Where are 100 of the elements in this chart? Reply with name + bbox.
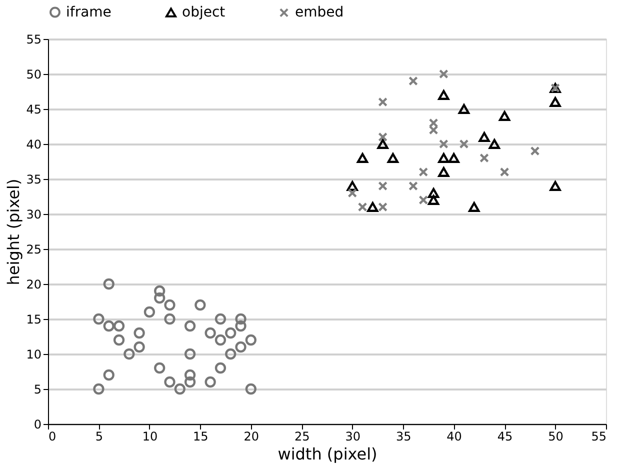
y-tick-label: 0 (34, 418, 42, 432)
point (184, 376, 196, 388)
x-tick-label: 0 (48, 430, 56, 444)
point (378, 132, 388, 142)
point (225, 348, 236, 360)
y-tick-label: 20 (26, 278, 42, 292)
point (346, 181, 358, 191)
point (214, 362, 226, 374)
point (488, 139, 500, 149)
point (387, 153, 399, 163)
x-tick-label: 15 (193, 430, 208, 444)
y-tick-label: 55 (26, 32, 42, 46)
point (164, 376, 176, 388)
point (459, 139, 469, 149)
point (214, 313, 226, 325)
point (225, 327, 236, 339)
point (408, 76, 418, 86)
x-tick-label: 25 (294, 430, 310, 444)
point (550, 97, 561, 107)
point (235, 341, 246, 353)
y-tick-label: 50 (26, 68, 42, 82)
point (184, 320, 196, 332)
y-tick-label: 10 (26, 348, 42, 362)
point (356, 153, 368, 163)
point (134, 327, 145, 339)
point (418, 167, 428, 177)
point (154, 362, 166, 374)
x-tick-label: 10 (142, 430, 158, 444)
point (174, 383, 186, 395)
point (154, 292, 166, 304)
x-tick-label: 5 (95, 430, 104, 444)
point (438, 167, 450, 177)
x-tick-label: 45 (497, 430, 513, 444)
point (378, 202, 388, 212)
y-axis-title: height (pixel) (4, 178, 24, 286)
x-tick-label: 50 (548, 430, 564, 444)
x-tick-label: 20 (244, 430, 260, 444)
point (367, 202, 378, 212)
point (164, 299, 176, 311)
point (438, 139, 448, 149)
point (438, 90, 450, 100)
point (438, 153, 450, 163)
point (438, 69, 448, 79)
point (448, 153, 460, 163)
point (378, 181, 388, 191)
point (478, 132, 490, 142)
point (458, 104, 470, 114)
point (480, 153, 489, 163)
y-tick-label: 25 (26, 242, 42, 256)
legend-label: embed (295, 4, 344, 21)
point (377, 139, 388, 149)
point (245, 334, 256, 346)
legend-label: object (182, 4, 226, 21)
point (418, 195, 428, 205)
point (144, 306, 156, 318)
y-tick-label: 15 (26, 312, 42, 326)
point (348, 188, 358, 198)
point (500, 167, 510, 177)
point (194, 299, 206, 311)
x-tick-label: 30 (345, 430, 361, 444)
legend-label: iframe (66, 4, 112, 20)
x-tick-label: 40 (446, 430, 462, 444)
point (378, 97, 388, 107)
point (235, 320, 246, 332)
point (184, 369, 196, 381)
point (124, 348, 135, 360)
point (154, 285, 166, 297)
point (235, 313, 246, 325)
point (468, 202, 480, 212)
x-tick-label: 35 (396, 430, 412, 444)
point (103, 369, 114, 381)
y-tick-label: 30 (26, 208, 42, 222)
point (93, 383, 104, 395)
point (113, 320, 125, 332)
point (204, 327, 216, 339)
point (184, 348, 196, 360)
x-tick-label: 55 (591, 430, 606, 444)
point (408, 181, 418, 191)
point (204, 376, 216, 388)
point (428, 188, 440, 198)
point (498, 111, 510, 121)
point (428, 118, 438, 128)
y-tick-label: 40 (26, 138, 42, 152)
y-tick-label: 45 (26, 102, 42, 116)
point (428, 195, 440, 205)
point (214, 334, 226, 346)
y-tick-label: 5 (34, 382, 42, 396)
x-axis-title: width (pixel) (278, 444, 378, 464)
point (428, 125, 438, 135)
y-tick-label: 35 (26, 172, 42, 186)
point (550, 181, 561, 191)
point (358, 202, 368, 212)
point (103, 278, 114, 290)
point (134, 341, 145, 353)
point (103, 320, 114, 332)
point (245, 383, 256, 395)
point (164, 313, 176, 325)
point (530, 146, 540, 156)
point (93, 313, 104, 325)
point (113, 334, 125, 346)
